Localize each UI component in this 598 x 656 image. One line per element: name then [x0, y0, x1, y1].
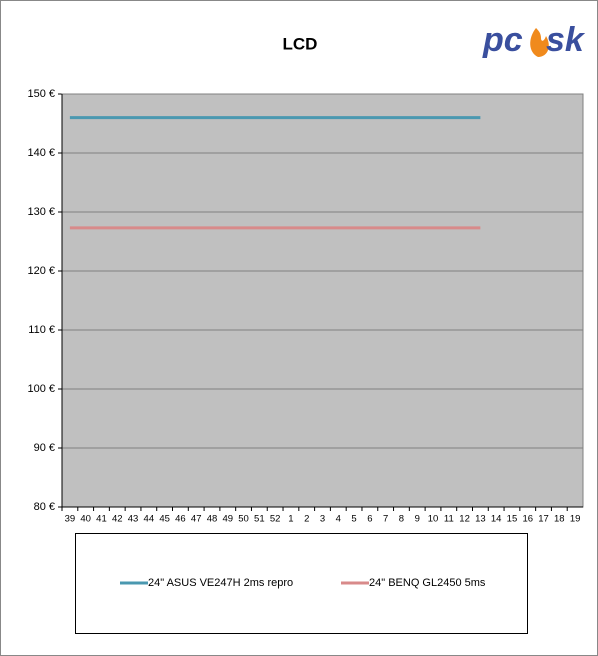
y-tick-label: 110 €	[28, 324, 55, 336]
x-tick-label: 49	[222, 514, 233, 525]
logo: pc sk	[482, 21, 586, 59]
x-tick-label: 17	[538, 514, 549, 525]
x-tick-label: 7	[383, 514, 388, 525]
x-tick-label: 3	[320, 514, 325, 525]
x-tick-label: 42	[112, 514, 123, 525]
logo-left: pc	[482, 21, 523, 59]
x-tick-label: 16	[522, 514, 533, 525]
x-tick-label: 50	[238, 514, 249, 525]
legend-label: 24" ASUS VE247H 2ms repro	[148, 577, 293, 589]
x-tick-label: 10	[428, 514, 439, 525]
y-tick-label: 100 €	[27, 383, 55, 395]
x-tick-label: 19	[570, 514, 581, 525]
x-tick-label: 5	[351, 514, 356, 525]
x-tick-label: 52	[270, 514, 281, 525]
x-tick-label: 48	[207, 514, 218, 525]
x-tick-label: 47	[191, 514, 202, 525]
x-tick-label: 39	[65, 514, 76, 525]
y-tick-label: 90 €	[34, 442, 55, 454]
x-tick-label: 14	[491, 514, 502, 525]
x-tick-label: 45	[159, 514, 170, 525]
x-tick-label: 46	[175, 514, 186, 525]
legend-label: 24" BENQ GL2450 5ms	[369, 577, 486, 589]
x-tick-label: 51	[254, 514, 265, 525]
y-tick-label: 80 €	[34, 501, 55, 513]
x-tick-label: 9	[415, 514, 420, 525]
y-tick-label: 120 €	[27, 265, 55, 277]
legend	[75, 533, 528, 634]
y-tick-label: 130 €	[27, 206, 55, 218]
plot-area	[62, 94, 583, 507]
chart-title: LCD	[283, 34, 318, 53]
x-tick-label: 41	[96, 514, 107, 525]
x-tick-label: 4	[336, 514, 341, 525]
x-tick-label: 6	[367, 514, 372, 525]
logo-right: sk	[546, 21, 586, 59]
x-tick-label: 40	[80, 514, 91, 525]
x-tick-label: 12	[459, 514, 470, 525]
x-tick-label: 11	[444, 514, 454, 525]
x-tick-label: 1	[288, 514, 293, 525]
x-tick-label: 2	[304, 514, 309, 525]
y-tick-label: 140 €	[27, 147, 55, 159]
x-tick-label: 15	[507, 514, 518, 525]
x-tick-label: 43	[128, 514, 139, 525]
x-tick-label: 44	[144, 514, 155, 525]
x-tick-label: 13	[475, 514, 486, 525]
y-tick-label: 150 €	[27, 88, 55, 100]
x-tick-label: 8	[399, 514, 404, 525]
x-tick-label: 18	[554, 514, 565, 525]
logo-flame	[530, 28, 549, 57]
